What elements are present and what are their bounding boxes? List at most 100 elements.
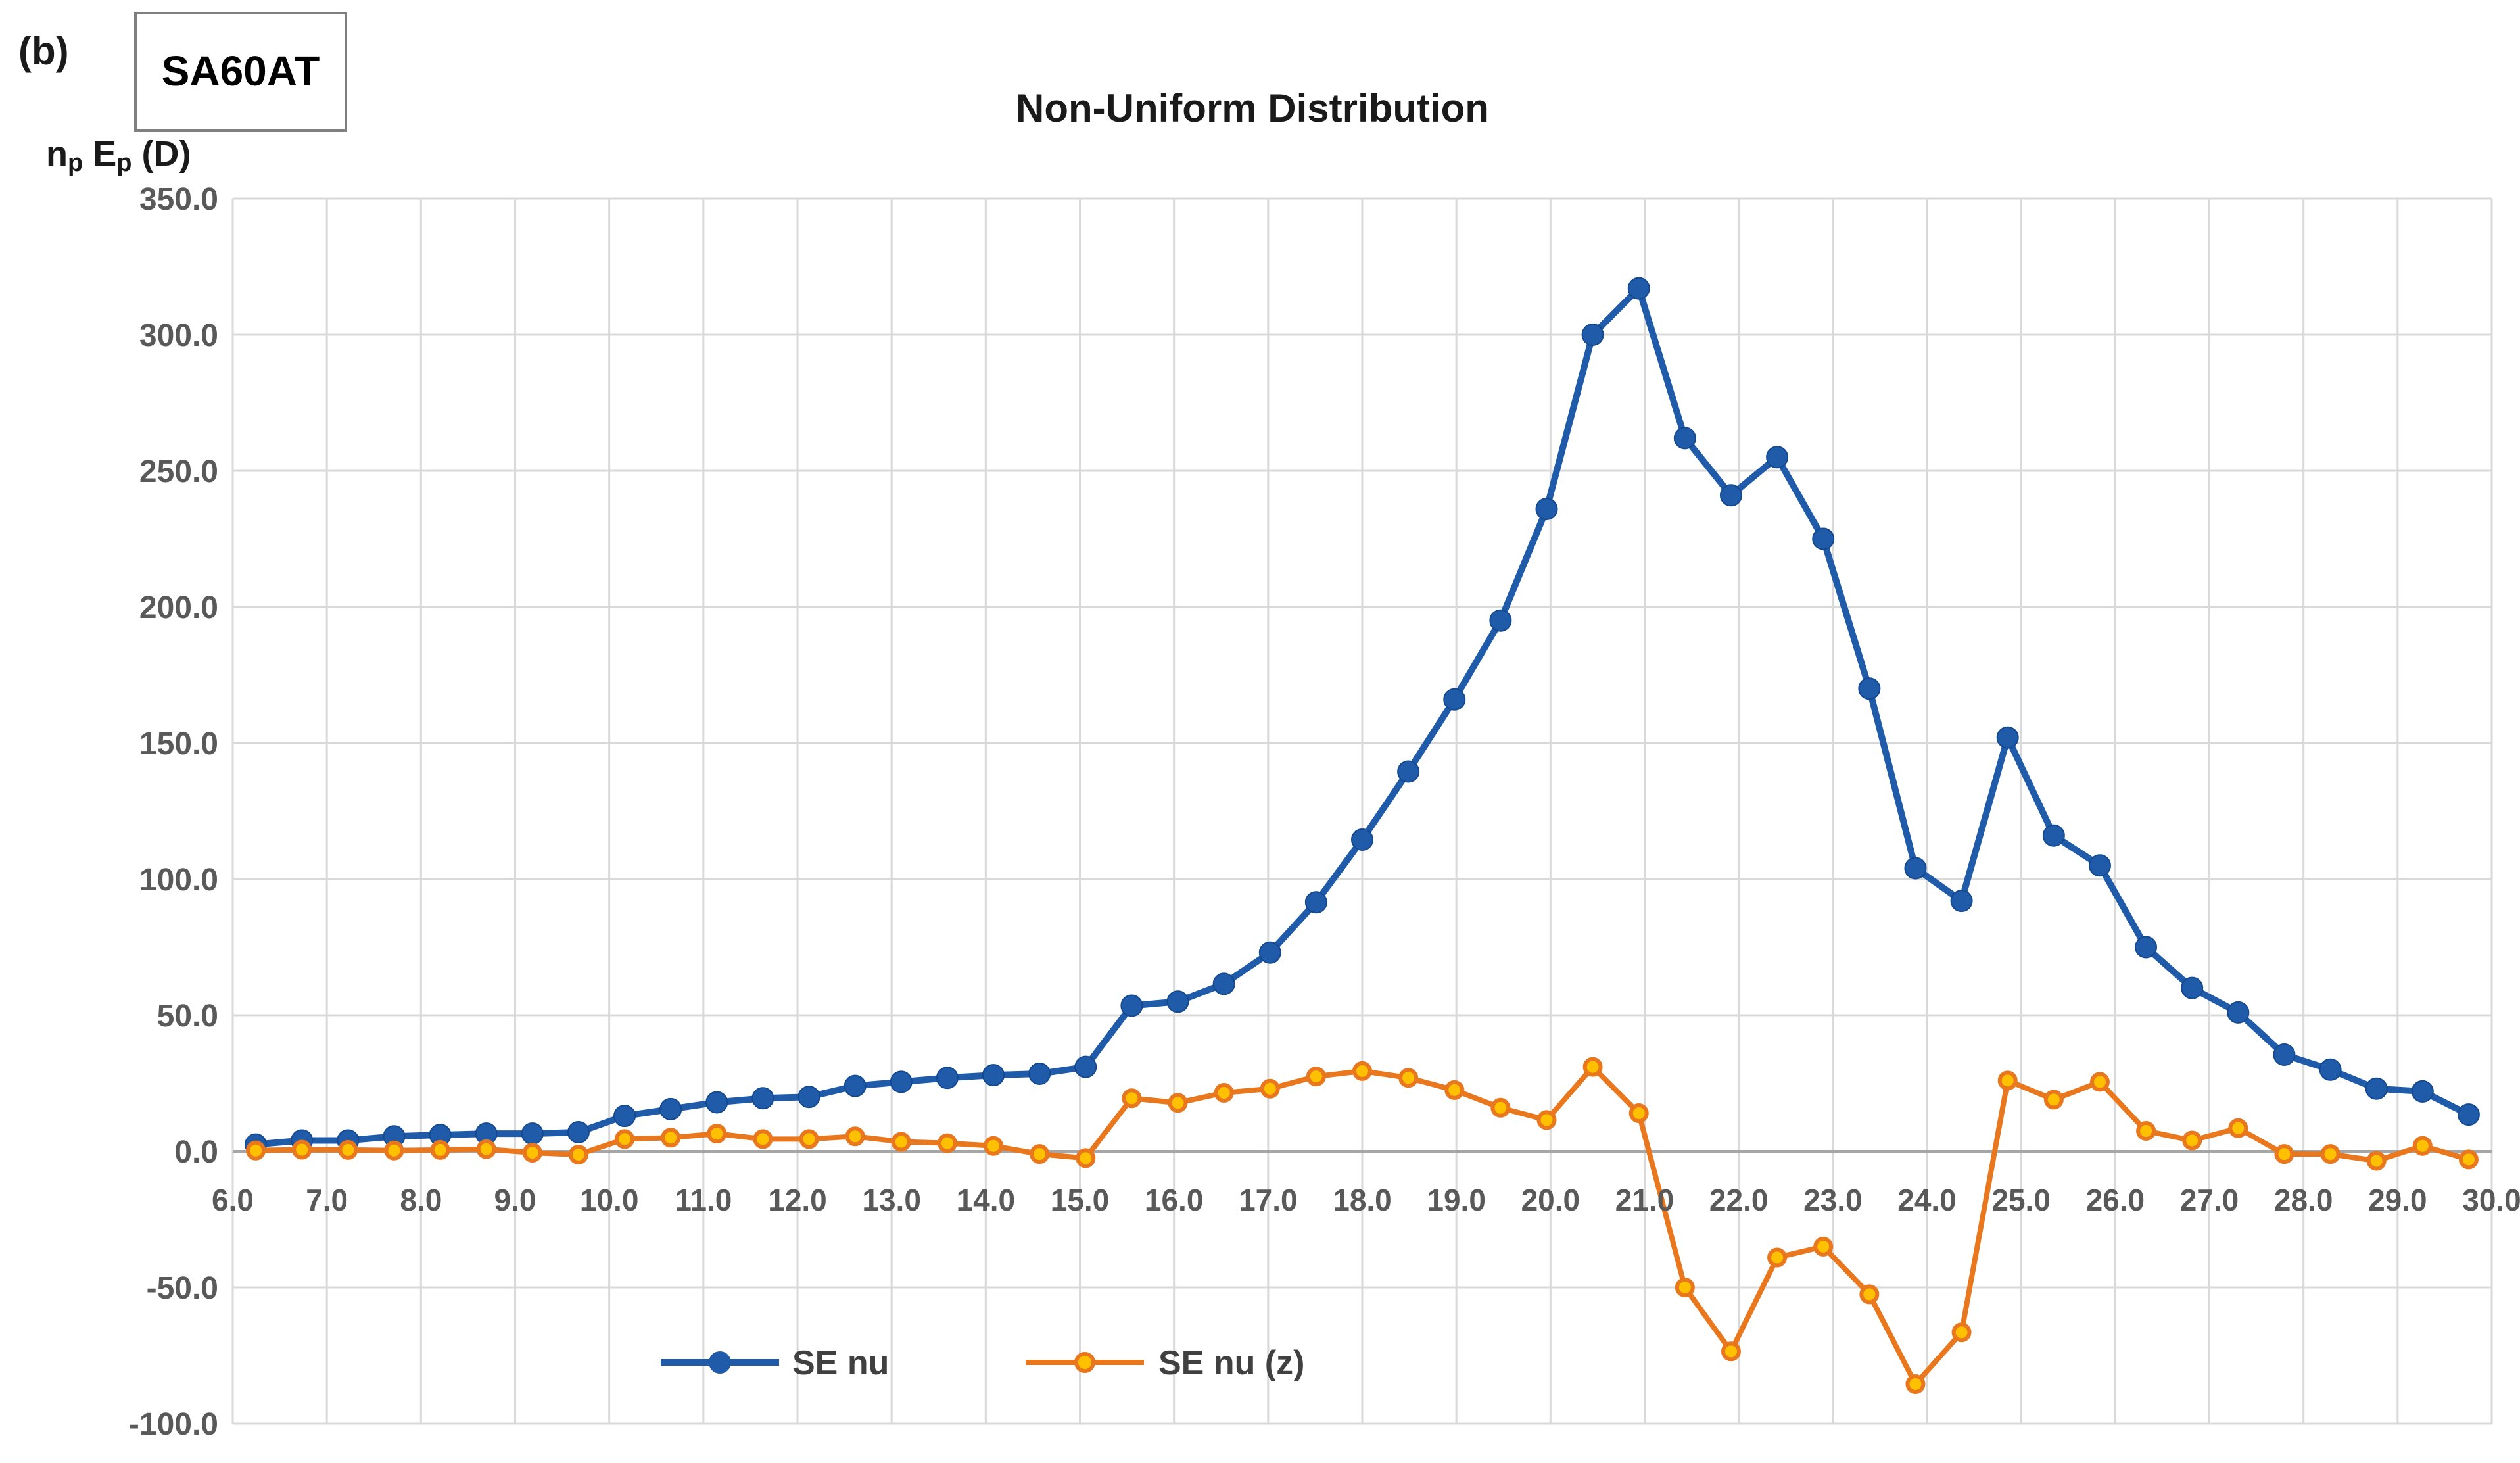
series-layer: [245, 277, 2480, 1394]
x-tick-label: 27.0: [2180, 1183, 2239, 1217]
data-point-marker: [705, 1091, 728, 1114]
x-tick-label: 21.0: [1615, 1183, 1675, 1217]
data-point-marker: [1028, 1063, 1051, 1086]
data-point-marker: [1581, 324, 1604, 346]
data-point-marker: [845, 1126, 865, 1147]
x-tick-label: 24.0: [1897, 1183, 1957, 1217]
x-tick-label: 12.0: [768, 1183, 827, 1217]
data-point-marker: [937, 1133, 957, 1153]
data-point-marker: [338, 1139, 358, 1160]
data-point-marker: [1627, 277, 1650, 300]
data-point-marker: [1950, 890, 1973, 913]
x-tick-label: 8.0: [400, 1183, 442, 1217]
data-point-marker: [2135, 936, 2158, 959]
data-point-marker: [1535, 497, 1558, 520]
data-point-marker: [2458, 1149, 2479, 1170]
data-point-marker: [1951, 1322, 1972, 1343]
data-point-marker: [2089, 1072, 2110, 1092]
data-point-marker: [2181, 976, 2204, 999]
data-point-marker: [751, 1087, 774, 1110]
data-point-marker: [1489, 609, 1512, 632]
data-point-marker: [1813, 1236, 1834, 1257]
data-point-marker: [890, 1070, 913, 1093]
data-point-marker: [984, 1136, 1004, 1156]
data-point-marker: [1352, 1061, 1372, 1081]
data-point-marker: [844, 1074, 867, 1097]
data-point-marker: [1258, 941, 1281, 964]
data-point-marker: [2273, 1043, 2296, 1067]
x-tick-label: 18.0: [1333, 1183, 1392, 1217]
data-point-marker: [1721, 1341, 1741, 1362]
x-tick-label: 30.0: [2462, 1183, 2520, 1217]
y-tick-label: 0.0: [174, 1135, 218, 1170]
data-point-marker: [2457, 1103, 2480, 1126]
data-point-marker: [2136, 1120, 2156, 1141]
x-tick-label: 15.0: [1051, 1183, 1110, 1217]
x-tick-label: 7.0: [306, 1183, 348, 1217]
x-tick-label: 17.0: [1239, 1183, 1298, 1217]
y-tick-label: 350.0: [139, 182, 218, 217]
data-point-marker: [2366, 1151, 2387, 1171]
data-point-marker: [1582, 1057, 1603, 1077]
data-point-marker: [1536, 1110, 1557, 1130]
data-point-marker: [568, 1144, 588, 1164]
data-point-marker: [1166, 990, 1189, 1013]
data-point-marker: [1628, 1103, 1649, 1124]
data-point-marker: [1304, 891, 1327, 914]
y-tick-label: 150.0: [139, 727, 218, 761]
y-tick-label: 250.0: [139, 454, 218, 489]
data-point-marker: [1719, 484, 1742, 507]
x-tick-label: 29.0: [2368, 1183, 2427, 1217]
data-point-marker: [936, 1067, 959, 1090]
data-point-marker: [1120, 994, 1143, 1017]
data-point-marker: [2042, 824, 2065, 847]
data-point-marker: [476, 1139, 496, 1159]
y-tick-label: -50.0: [147, 1271, 218, 1306]
data-point-marker: [615, 1129, 635, 1149]
gridlines: [231, 197, 2493, 1425]
data-point-marker: [797, 1086, 820, 1109]
data-point-marker: [1306, 1067, 1326, 1087]
data-point-marker: [430, 1139, 450, 1160]
data-point-marker: [1444, 1080, 1465, 1100]
x-tick-label: 25.0: [1991, 1183, 2051, 1217]
lens-model-label: SA60AT: [162, 47, 320, 95]
y-tick-label: 300.0: [139, 318, 218, 353]
x-tick-label: 20.0: [1521, 1183, 1581, 1217]
data-point-marker: [1351, 828, 1373, 851]
data-point-marker: [1212, 972, 1235, 995]
data-point-marker: [753, 1129, 773, 1149]
data-point-marker: [2411, 1080, 2434, 1103]
data-point-marker: [1905, 1374, 1926, 1394]
data-point-marker: [567, 1121, 590, 1144]
data-point-marker: [1812, 527, 1835, 550]
data-point-marker: [707, 1124, 727, 1144]
chart-title: Non-Uniform Distribution: [1016, 86, 1489, 130]
data-point-marker: [1858, 677, 1881, 700]
data-point-marker: [384, 1140, 404, 1161]
data-point-marker: [1997, 1070, 2018, 1091]
data-point-marker: [659, 1097, 682, 1120]
lens-model-box: SA60AT: [134, 12, 347, 132]
data-point-marker: [522, 1143, 542, 1163]
data-point-marker: [1168, 1093, 1188, 1113]
data-point-marker: [1673, 427, 1696, 450]
data-point-marker: [1675, 1278, 1695, 1297]
data-point-marker: [2043, 1090, 2064, 1110]
legend-se-nu-z-marker-icon: [1074, 1352, 1095, 1373]
legend: SE nu SE nu (z): [661, 1344, 1304, 1382]
y-tick-label: 200.0: [139, 590, 218, 625]
panel-label: (b): [18, 29, 69, 73]
data-point-marker: [292, 1139, 312, 1160]
data-point-marker: [1766, 446, 1789, 469]
legend-se-nu-label: SE nu: [792, 1344, 889, 1382]
data-point-marker: [2182, 1130, 2202, 1151]
data-point-marker: [891, 1132, 911, 1152]
x-tick-label: 16.0: [1145, 1183, 1204, 1217]
legend-se-nu-z-label: SE nu (z): [1158, 1344, 1304, 1382]
data-point-marker: [2228, 1118, 2248, 1138]
x-tick-label: 13.0: [862, 1183, 921, 1217]
x-tick-label: 11.0: [675, 1183, 732, 1217]
data-point-marker: [1076, 1148, 1096, 1168]
